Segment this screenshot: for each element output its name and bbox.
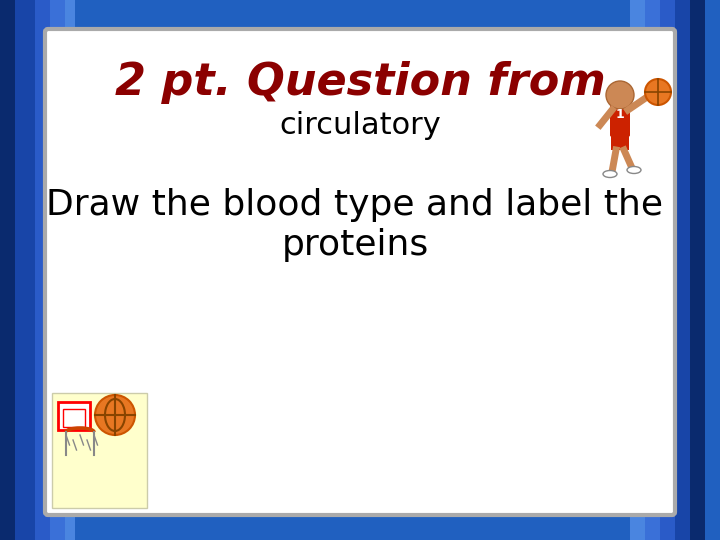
Bar xyxy=(0,0,15,540)
Circle shape xyxy=(645,79,671,105)
Text: proteins: proteins xyxy=(282,228,428,262)
Bar xyxy=(611,134,629,150)
Bar xyxy=(58,402,90,430)
Text: circulatory: circulatory xyxy=(279,111,441,139)
Bar xyxy=(660,0,675,540)
Text: 2 pt. Question from: 2 pt. Question from xyxy=(114,60,606,104)
Text: Draw the blood type and label the: Draw the blood type and label the xyxy=(47,188,664,222)
Bar xyxy=(675,0,690,540)
FancyBboxPatch shape xyxy=(610,105,630,137)
Bar xyxy=(50,0,65,540)
Bar xyxy=(52,393,147,508)
Bar xyxy=(15,0,35,540)
Bar xyxy=(63,409,85,427)
Bar xyxy=(65,0,75,540)
Bar xyxy=(690,0,705,540)
Bar xyxy=(35,0,50,540)
Ellipse shape xyxy=(603,171,617,178)
Text: 1: 1 xyxy=(616,109,624,122)
Ellipse shape xyxy=(627,166,641,173)
FancyBboxPatch shape xyxy=(45,29,675,515)
Circle shape xyxy=(606,81,634,109)
Bar xyxy=(645,0,660,540)
Circle shape xyxy=(95,395,135,435)
Bar xyxy=(630,0,645,540)
